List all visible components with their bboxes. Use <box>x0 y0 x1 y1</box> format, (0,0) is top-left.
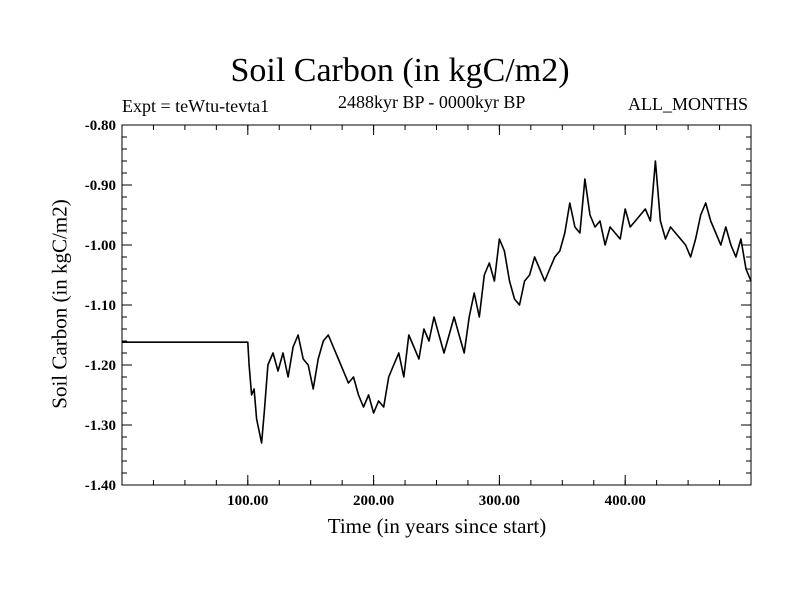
period-label: 2488kyr BP - 0000kyr BP <box>338 92 526 112</box>
y-tick-label: -1.20 <box>85 358 116 374</box>
y-tick-label: -0.90 <box>85 178 116 194</box>
experiment-label: Expt = teWtu-tevta1 <box>122 96 270 116</box>
x-tick-label: 200.00 <box>353 493 394 509</box>
plot-frame <box>121 124 752 486</box>
x-axis-label: Time (in years since start) <box>327 514 547 538</box>
ticks-layer: -0.80 -0.90 -1.00 -1.10 -1.20 -1.30 -1.40 100.0… <box>85 118 751 509</box>
y-tick-label: -1.40 <box>85 478 116 494</box>
y-tick-label: -1.00 <box>85 238 116 254</box>
x-tick-label: 300.00 <box>479 493 520 509</box>
series-line <box>122 160 752 444</box>
x-tick-label: 400.00 <box>605 493 646 509</box>
y-tick-label: -1.10 <box>85 298 116 314</box>
months-label: ALL_MONTHS <box>628 94 748 114</box>
x-tick-label: 100.00 <box>227 493 268 509</box>
series-layer <box>122 160 752 444</box>
y-tick-label: -0.80 <box>85 118 116 134</box>
chart-title: Soil Carbon (in kgC/m2) <box>230 52 570 89</box>
y-tick-label: -1.30 <box>85 418 116 434</box>
